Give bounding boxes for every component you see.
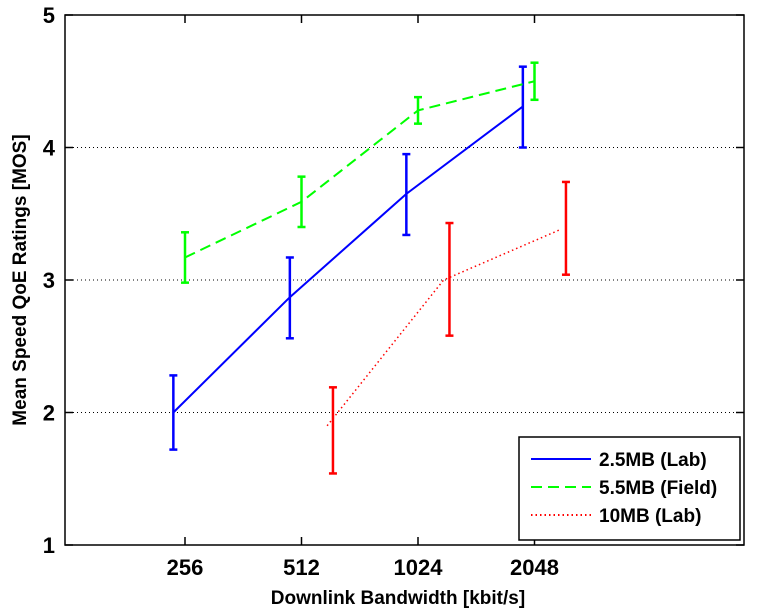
x-axis: 256 512 1024 2048 — [167, 15, 559, 580]
y-axis-title: Mean Speed QoE Ratings [MOS] — [10, 134, 31, 425]
error-bar — [561, 180, 570, 276]
error-bar — [445, 221, 454, 337]
error-bar — [297, 175, 306, 229]
x-tick-label: 512 — [283, 555, 320, 580]
series-line — [326, 228, 561, 427]
legend-label: 5.5MB (Field) — [599, 478, 717, 499]
x-tick-label: 256 — [167, 555, 204, 580]
legend-label: 2.5MB (Lab) — [599, 450, 707, 471]
error-bar — [181, 231, 189, 284]
x-tick-label: 1024 — [394, 555, 444, 580]
error-bar — [414, 95, 422, 125]
error-bar — [402, 152, 411, 237]
x-tick-label: 2048 — [510, 555, 559, 580]
y-tick-label: 4 — [43, 136, 56, 161]
legend-box — [518, 436, 741, 541]
series-2 — [181, 61, 539, 284]
legend: 2.5MB (Lab) 5.5MB (Field) 10MB (Lab) — [518, 436, 741, 541]
error-bar — [530, 61, 539, 102]
series-1 — [169, 65, 527, 451]
series-layer — [169, 61, 570, 475]
error-bar — [285, 256, 294, 340]
x-axis-title: Downlink Bandwidth [kbit/s] — [271, 588, 525, 609]
y-tick-label: 2 — [43, 401, 55, 426]
y-tick-label: 3 — [43, 268, 55, 293]
y-axis: 1 2 3 4 5 — [43, 3, 744, 558]
y-tick-label: 5 — [43, 3, 55, 28]
error-bar — [169, 374, 178, 451]
legend-label: 10MB (Lab) — [599, 506, 701, 527]
y-tick-label: 1 — [43, 533, 55, 558]
error-bar — [328, 386, 337, 475]
error-bar — [518, 65, 527, 149]
series-line — [172, 105, 524, 414]
series-3 — [326, 180, 570, 475]
